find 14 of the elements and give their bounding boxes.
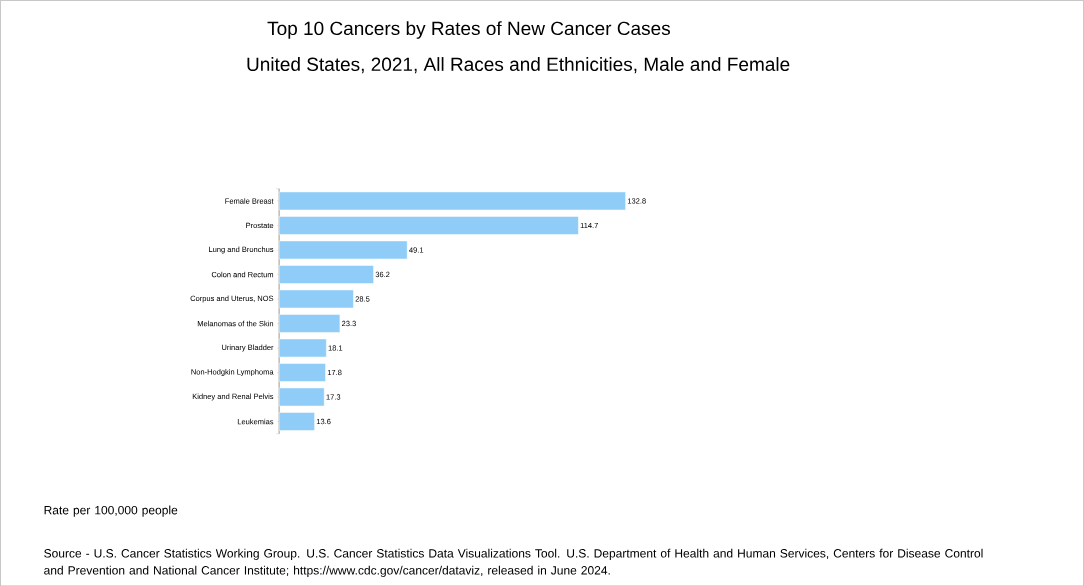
bar bbox=[278, 240, 408, 260]
text: Rate per 100,000 people bbox=[44, 505, 178, 517]
bar bbox=[278, 338, 327, 358]
bar bbox=[278, 216, 579, 235]
bar bbox=[278, 387, 325, 407]
bar bbox=[278, 314, 341, 333]
source-note: Source - U.S. Cancer Statistics Working Group. U.S. Cancer Statistics Data Visualizations Tool. U.S. Department of Health and Human Services, Centers for Disease Control and Prevention and National Cancer Institute; https://www.cdc.gov/cancer/dataviz, released in June 2024. bbox=[44, 548, 983, 577]
bar bbox=[278, 191, 626, 211]
bar bbox=[278, 289, 354, 309]
bar bbox=[278, 265, 374, 284]
bar bbox=[278, 412, 315, 431]
chart-title: Top 10 Cancers by Rates of New Cancer Cases bbox=[267, 21, 670, 39]
chart-subtitle: United States, 2021, All Races and Ethnicities, Male and Female bbox=[247, 56, 790, 74]
bar bbox=[278, 363, 326, 382]
